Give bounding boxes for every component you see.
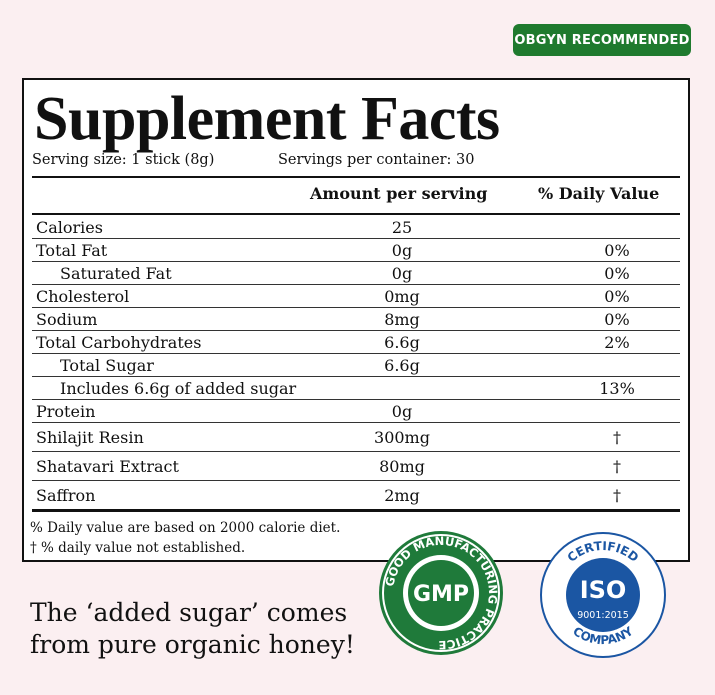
seal-bottom-text: COMPANY (570, 624, 636, 647)
column-header: % Daily Value (538, 184, 660, 203)
row: Shatavari Extract 80mg † (32, 452, 680, 481)
divider (32, 176, 680, 178)
row: Includes 6.6g of added sugar 13% (32, 377, 680, 400)
seal-center: ISO (580, 576, 627, 604)
serving-size: Serving size: 1 stick (8g) (32, 152, 215, 168)
label-title: Supplement Facts (34, 85, 500, 153)
divider (32, 213, 680, 215)
daily-value: 0% (604, 286, 630, 306)
daily-value: 0% (604, 309, 630, 329)
amount: 2mg (384, 485, 420, 505)
daily-value: 0% (604, 263, 630, 283)
footnote: † % daily value not established. (30, 540, 246, 556)
seal-standard: 9001:2015 (577, 610, 629, 621)
amount: 80mg (379, 456, 425, 476)
seal-bottom-text: COMPANY (570, 624, 636, 647)
row: Cholesterol 0mg 0% (32, 285, 680, 308)
nutrient: Shilajit Resin (36, 427, 144, 447)
daily-value: 0% (604, 240, 630, 260)
row: Total Sugar 6.6g (32, 354, 680, 377)
iso-seal: CERTIFIED COMPANY ISO 9001:2015 (540, 532, 666, 658)
nutrient: Total Sugar (60, 355, 154, 375)
servings-per-container: Servings per container: 30 (278, 152, 475, 168)
supplement-facts-label: Supplement Facts Serving size: 1 stick (… (22, 78, 690, 562)
amount: 0mg (384, 286, 420, 306)
amount: 0g (391, 263, 413, 283)
row: Sodium 8mg 0% (32, 308, 680, 331)
badge: OBGYN RECOMMENDED (513, 24, 691, 56)
amount: 6.6g (384, 355, 420, 375)
nutrient: Saffron (36, 485, 96, 505)
amount: 0g (391, 401, 413, 421)
row: Total Fat 0g 0% (32, 239, 680, 262)
amount: 6.6g (384, 332, 420, 352)
amount: 8mg (384, 309, 420, 329)
seal-core (408, 560, 474, 626)
daily-value: † (613, 456, 621, 476)
nutrient: Includes 6.6g of added sugar (60, 378, 297, 398)
column-header: Amount per serving (310, 184, 488, 203)
amount: 300mg (374, 427, 430, 447)
row: Protein 0g (32, 400, 680, 423)
seal-ring (382, 534, 500, 652)
row: Saffron 2mg † (32, 481, 680, 512)
nutrient: Total Fat (36, 240, 108, 260)
daily-value: 2% (604, 332, 630, 352)
nutrient: Shatavari Extract (36, 456, 179, 476)
nutrient: Total Carbohydrates (36, 332, 202, 352)
tagline: The ‘added sugar’ comes (30, 598, 348, 627)
tagline: from pure organic honey! (30, 630, 355, 659)
nutrient: Cholesterol (36, 286, 130, 306)
amount: 0g (391, 240, 413, 260)
daily-value: 13% (599, 378, 635, 398)
seal-center: GMP (413, 582, 469, 607)
nutrient: Saturated Fat (60, 263, 172, 283)
daily-value: † (613, 485, 621, 505)
row: Total Carbohydrates 6.6g 2% (32, 331, 680, 354)
nutrient: Protein (36, 401, 96, 421)
gmp-seal: GOOD MANUFACTURING PRACTICE GMP (379, 531, 503, 655)
daily-value: † (613, 427, 621, 447)
nutrient-rows: Calories 25 Total Fat 0g 0% Saturated Fat 0g… (32, 216, 680, 512)
row: Shilajit Resin 300mg † (32, 423, 680, 452)
nutrient: Sodium (36, 309, 98, 329)
row: Calories 25 (32, 216, 680, 239)
amount: 25 (391, 217, 413, 237)
nutrient: Calories (36, 217, 103, 237)
footnote: % Daily value are based on 2000 calorie … (30, 520, 341, 536)
row: Saturated Fat 0g 0% (32, 262, 680, 285)
seal-core (566, 558, 640, 632)
